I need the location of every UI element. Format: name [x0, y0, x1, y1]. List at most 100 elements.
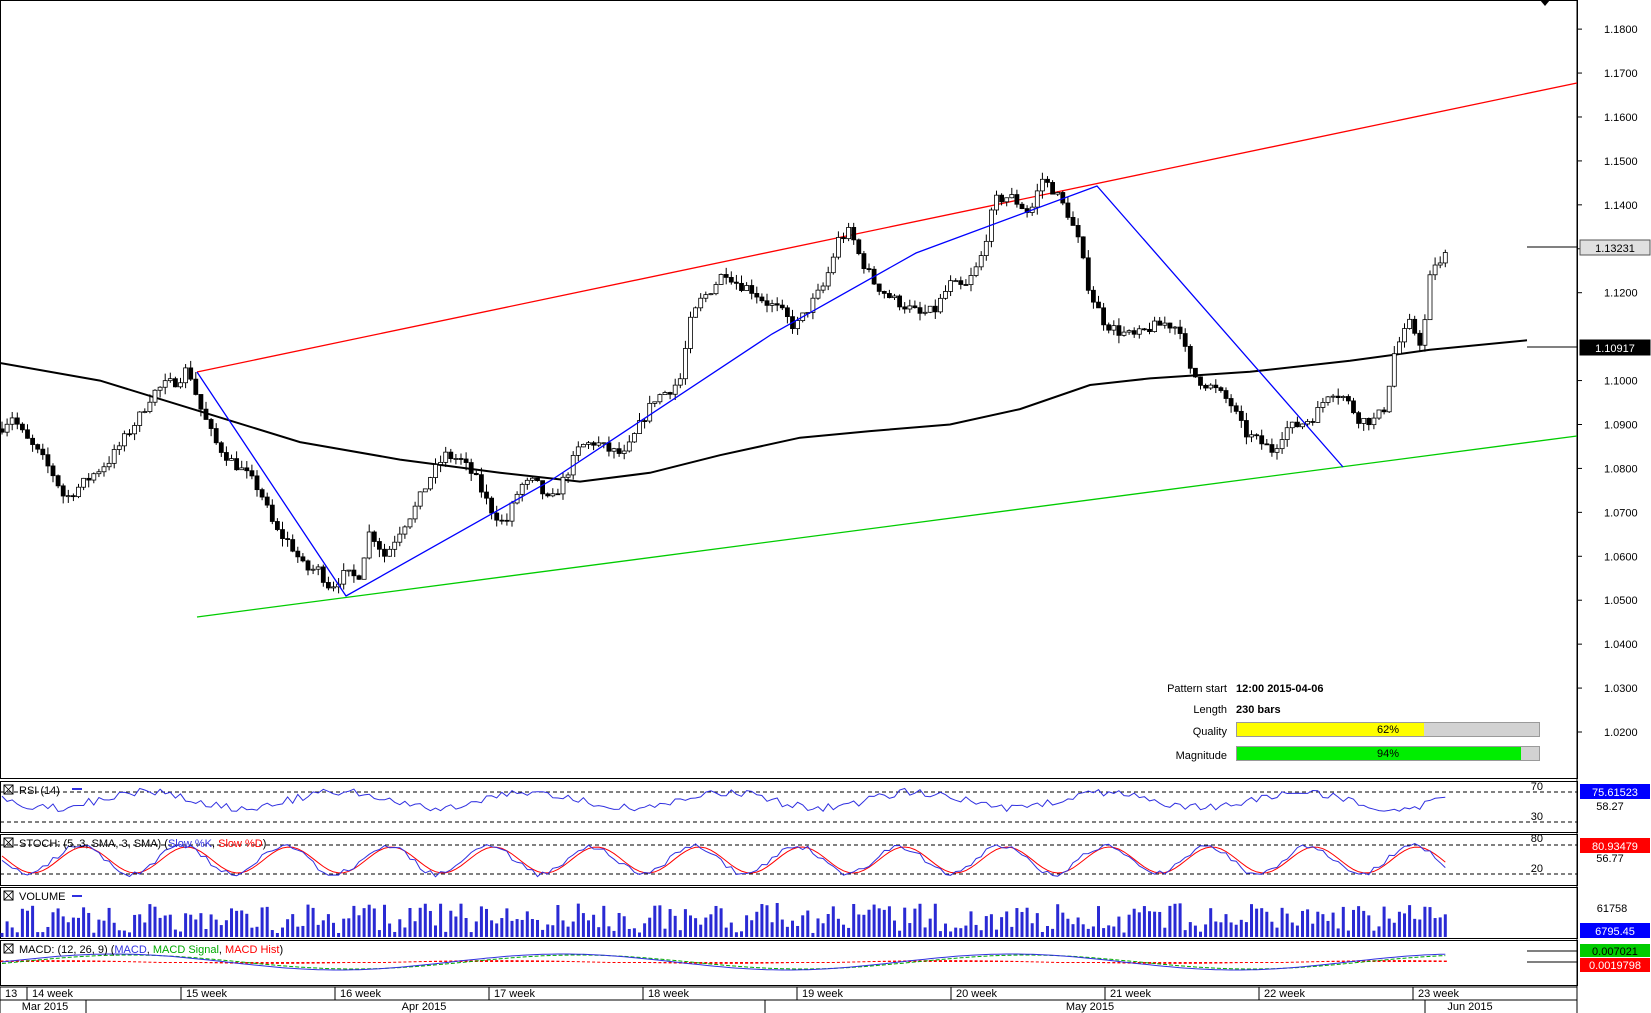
y-tick-label: 1.1400 [1604, 200, 1638, 212]
candle-body [1437, 262, 1443, 266]
macd-hist-bar [893, 960, 896, 962]
volume-bar [158, 917, 162, 937]
candle-body [851, 227, 857, 241]
macd-hist-bar [505, 960, 509, 962]
candle-body [458, 458, 464, 460]
macd-hist-bar [398, 961, 402, 963]
macd-hist-bar [862, 961, 866, 963]
volume-bar [801, 915, 805, 937]
candle-body [1402, 328, 1407, 343]
macd-line-label: MACD [114, 944, 146, 956]
macd-hist-bar [1265, 962, 1269, 963]
candle-body [1106, 324, 1112, 331]
candle-body [815, 289, 821, 299]
macd-hist-bar [1137, 962, 1141, 964]
candle-body [642, 420, 647, 422]
stoch-d-label: Slow %D [218, 838, 263, 850]
candle-body [1198, 376, 1203, 386]
volume-bar [505, 908, 509, 937]
rsi-close-icon[interactable] [3, 784, 14, 795]
macd-hist-bar [765, 962, 769, 964]
volume-bar [87, 912, 91, 937]
candle-body [759, 296, 765, 302]
macd-hist-bar [1178, 962, 1182, 964]
candle-body [575, 446, 581, 456]
volume-max-value: 61758 [1597, 903, 1628, 915]
scroll-arrow-icon[interactable] [1540, 0, 1550, 6]
volume-bar [974, 924, 978, 937]
macd-hist-bar [1030, 961, 1034, 963]
volume-bar [525, 911, 529, 937]
volume-bar [46, 926, 50, 937]
candle-body [1101, 307, 1106, 326]
candle-body [1187, 346, 1193, 369]
candle-body [76, 486, 81, 498]
macd-hist-bar [847, 961, 851, 963]
y-tick-label: 1.0600 [1604, 551, 1638, 563]
volume-bar [148, 904, 152, 937]
macd-hist-bar [1163, 962, 1167, 964]
candle-body [162, 380, 168, 388]
macd-hist-bar [653, 962, 657, 964]
volume-bar [954, 927, 958, 937]
volume-bar [678, 930, 682, 937]
macd-hist-bar [867, 961, 871, 963]
macd-hist-bar [801, 962, 805, 963]
macd-hist-bar [944, 960, 947, 962]
macd-hist-bar [995, 960, 998, 962]
macd-hist-bar [281, 962, 284, 964]
volume-bar [1413, 918, 1417, 937]
candle-body [106, 462, 112, 468]
candle-body [371, 531, 377, 542]
macd-hist-bar [663, 962, 667, 964]
volume-bar [1122, 932, 1126, 937]
macd-hist-bar [1153, 962, 1157, 964]
candle-body [1208, 384, 1214, 389]
candle-body [774, 303, 780, 306]
candle-body [1310, 421, 1316, 423]
volume-bar [1142, 906, 1146, 937]
macd-hist-bar [954, 960, 958, 962]
volume-bar [1035, 913, 1039, 937]
candle-body [1040, 178, 1045, 192]
volume-bar [1000, 917, 1004, 937]
volume-bar [770, 922, 774, 937]
pattern-start-label: Pattern start [1167, 683, 1227, 695]
candle-body [907, 305, 913, 310]
stoch-close-icon[interactable] [3, 837, 14, 848]
stoch-panel: STOCH: (5, 3, SMA, 3, SMA) (Slow %K, Slo… [0, 833, 1650, 886]
candle-body [841, 237, 846, 240]
candle-body [1055, 192, 1061, 195]
volume-bar [811, 932, 815, 937]
candle-body [178, 382, 183, 388]
macd-hist-bar [1056, 961, 1060, 963]
macd-hist-bar [581, 961, 585, 963]
candle-body [1300, 423, 1305, 428]
candle-body [968, 275, 974, 286]
volume-bar [785, 926, 789, 937]
macd-hist-bar [367, 962, 371, 963]
volume-bar [1086, 928, 1090, 937]
macd-hist-bar [510, 960, 514, 962]
volume-close-icon[interactable] [3, 890, 14, 901]
macd-hist-bar [311, 962, 315, 964]
magnitude-value: 94% [1376, 748, 1400, 760]
macd-hist-bar [597, 961, 601, 963]
macd-hist-bar [66, 960, 70, 962]
macd-hist-bar [107, 960, 111, 962]
macd-hist-bar [1280, 962, 1284, 963]
magnitude-bar-fill [1237, 747, 1521, 760]
volume-bar [541, 929, 545, 937]
macd-close-icon[interactable] [3, 943, 14, 954]
macd-hist-bar [836, 961, 840, 963]
macd-hist-bar [984, 960, 988, 962]
candle-body [132, 425, 138, 435]
candle-body [672, 384, 678, 395]
macd-hist-bar [199, 962, 203, 963]
macd-hist-bar [760, 962, 764, 964]
macd-hist-bar [316, 962, 320, 964]
macd-hist-bar [275, 962, 279, 964]
volume-bar [1362, 910, 1366, 937]
volume-bar [1229, 922, 1233, 937]
candle-body [1014, 194, 1020, 205]
